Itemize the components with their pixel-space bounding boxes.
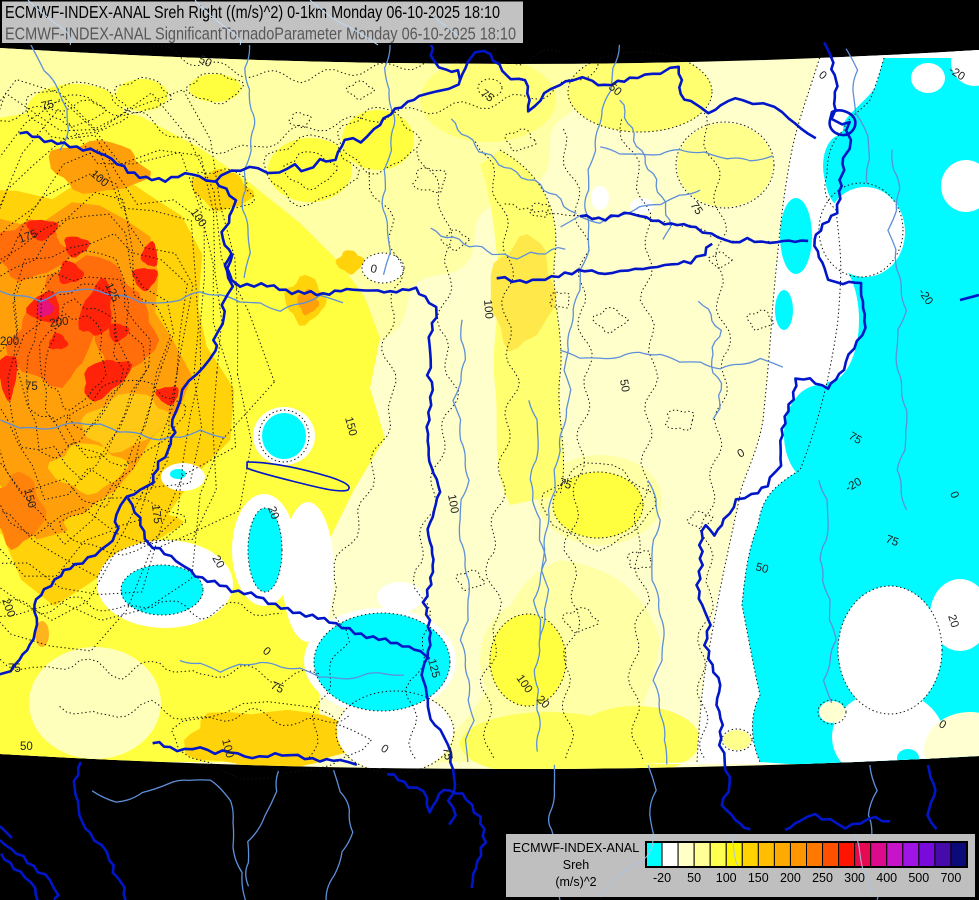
svg-text:50: 50	[687, 871, 701, 885]
svg-text:200: 200	[0, 336, 19, 348]
svg-text:75: 75	[847, 430, 864, 447]
svg-text:200: 200	[0, 597, 17, 619]
svg-text:150: 150	[748, 871, 769, 885]
svg-text:125: 125	[425, 658, 442, 680]
svg-text:-20: -20	[653, 871, 671, 885]
svg-text:250: 250	[812, 871, 833, 885]
svg-text:(m/s)^2: (m/s)^2	[555, 875, 596, 889]
svg-text:175: 175	[149, 504, 163, 525]
svg-text:75: 75	[25, 381, 38, 393]
svg-text:20: 20	[265, 505, 281, 521]
svg-text:Sreh: Sreh	[563, 858, 589, 872]
svg-text:0: 0	[937, 718, 949, 732]
svg-text:100: 100	[445, 493, 460, 514]
svg-text:ECMWF-INDEX-ANAL SignificantTo: ECMWF-INDEX-ANAL SignificantTornadoParam…	[5, 24, 516, 44]
svg-text:100: 100	[716, 871, 737, 885]
svg-text:500: 500	[908, 871, 929, 885]
svg-text:700: 700	[940, 871, 961, 885]
svg-text:75: 75	[8, 663, 21, 675]
svg-text:100: 100	[219, 738, 236, 760]
svg-text:75: 75	[884, 534, 900, 550]
svg-text:0: 0	[736, 447, 748, 461]
svg-text:20: 20	[945, 613, 960, 629]
svg-text:75: 75	[269, 680, 286, 696]
svg-text:75: 75	[557, 477, 573, 493]
svg-text:150: 150	[342, 416, 359, 438]
svg-text:200: 200	[780, 871, 801, 885]
svg-text:100: 100	[481, 299, 495, 319]
svg-text:ECMWF-INDEX-ANAL: ECMWF-INDEX-ANAL	[513, 841, 639, 855]
svg-text:0: 0	[369, 263, 377, 276]
svg-text:50: 50	[617, 378, 631, 393]
svg-text:300: 300	[844, 871, 865, 885]
svg-text:200: 200	[49, 315, 70, 330]
svg-text:50: 50	[754, 561, 769, 576]
svg-text:20: 20	[209, 554, 226, 571]
svg-text:75: 75	[40, 99, 55, 113]
svg-text:ECMWF-INDEX-ANAL Sreh Right ((: ECMWF-INDEX-ANAL Sreh Right ((m/s)^2) 0-…	[5, 2, 500, 22]
svg-text:150: 150	[21, 488, 38, 510]
svg-text:50: 50	[197, 54, 214, 70]
svg-text:50: 50	[20, 741, 33, 753]
svg-text:0: 0	[947, 490, 960, 500]
svg-text:400: 400	[876, 871, 897, 885]
svg-text:75: 75	[440, 746, 454, 761]
